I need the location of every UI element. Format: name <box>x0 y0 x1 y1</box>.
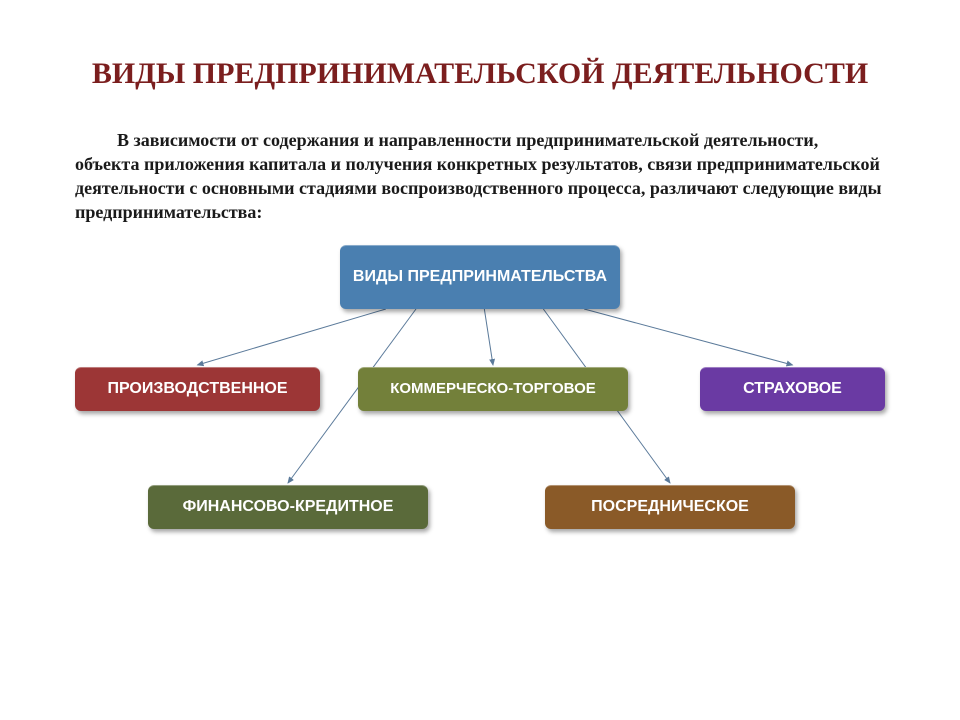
node-n2: КОММЕРЧЕСКО-ТОРГОВОЕ <box>358 367 628 411</box>
node-n1: ПРОИЗВОДСТВЕННОЕ <box>75 367 320 411</box>
node-n3: СТРАХОВОЕ <box>700 367 885 411</box>
description-paragraph: В зависимости от содержания и направленн… <box>0 93 960 225</box>
page-title: ВИДЫ ПРЕДПРИНИМАТЕЛЬСКОЙ ДЕЯТЕЛЬНОСТИ <box>0 0 960 93</box>
diagram-container: ВИДЫ ПРЕДПРИНМАТЕЛЬСТВА ПРОИЗВОДСТВЕННОЕ К… <box>0 225 960 575</box>
description-text: В зависимости от содержания и направленн… <box>75 130 882 223</box>
node-n4: ФИНАНСОВО-КРЕДИТНОЕ <box>148 485 428 529</box>
node-root: ВИДЫ ПРЕДПРИНМАТЕЛЬСТВА <box>340 245 620 309</box>
node-n5: ПОСРЕДНИЧЕСКОЕ <box>545 485 795 529</box>
